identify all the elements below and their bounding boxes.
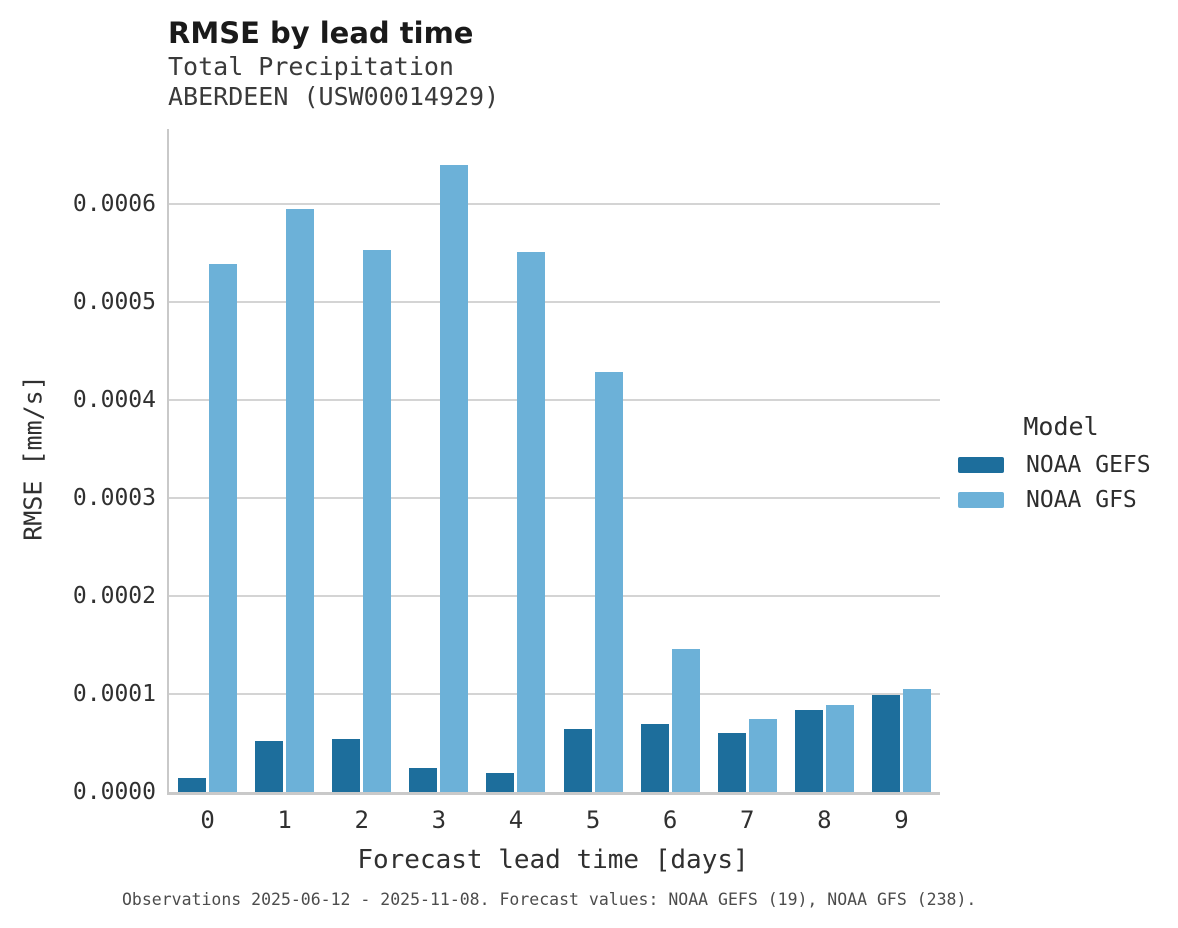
chart-title: RMSE by lead time [168, 16, 474, 50]
bar-noaa-gfs-lead-8 [825, 704, 854, 792]
legend-title: Model [1023, 412, 1099, 441]
bar-noaa-gefs-lead-7 [717, 733, 746, 792]
chart-subtitle-variable: Total Precipitation [168, 52, 454, 81]
y-tick-label: 0.0006 [72, 191, 156, 218]
legend-item-noaa-gfs: NOAA GFS [955, 487, 1167, 513]
x-tick-label-6: 6 [662, 806, 678, 834]
y-tick-label: 0.0003 [72, 485, 156, 512]
y-tick-label: 0.0001 [72, 681, 156, 708]
bar-noaa-gfs-lead-3 [440, 165, 469, 792]
legend-item-noaa-gefs: NOAA GEFS [955, 452, 1167, 478]
bar-noaa-gefs-lead-8 [794, 709, 823, 792]
y-tick-label: 0.0004 [72, 387, 156, 414]
y-tick-label: 0.0002 [72, 583, 156, 610]
bar-noaa-gfs-lead-6 [671, 649, 700, 792]
bar-noaa-gfs-lead-7 [748, 718, 777, 792]
bar-noaa-gefs-lead-4 [486, 773, 515, 792]
legend-label-noaa-gfs: NOAA GFS [1026, 486, 1137, 513]
x-axis-title: Forecast lead time [days] [357, 845, 749, 875]
bar-noaa-gfs-lead-9 [902, 689, 931, 792]
bar-noaa-gefs-lead-5 [563, 729, 592, 792]
legend-swatch-noaa-gfs [958, 491, 1004, 508]
bar-noaa-gefs-lead-2 [332, 739, 361, 792]
bar-noaa-gfs-lead-2 [363, 250, 392, 792]
gridline-0.0001 [169, 693, 940, 696]
x-axis-tick-labels: 0 1 2 3 4 5 6 7 8 9 [169, 806, 940, 836]
bar-noaa-gfs-lead-1 [286, 209, 315, 792]
x-tick-label-9: 9 [894, 806, 909, 834]
y-tick-label: 0.0000 [72, 779, 156, 805]
legend-label-noaa-gefs: NOAA GEFS [1026, 451, 1151, 478]
gridline-0.0004 [169, 399, 940, 402]
bar-noaa-gfs-lead-0 [209, 264, 238, 792]
legend-swatch-noaa-gefs [958, 456, 1004, 473]
bar-noaa-gfs-lead-4 [517, 252, 546, 792]
bar-noaa-gefs-lead-1 [255, 741, 284, 792]
footnote-caption: Observations 2025-06-12 - 2025-11-08. Fo… [122, 890, 977, 909]
plot-area [167, 129, 940, 795]
x-tick-label-8: 8 [817, 806, 832, 834]
y-axis-tick-labels: 0.0000 0.0001 0.0002 0.0003 0.0004 0.0005 0.00… [0, 129, 156, 805]
gridline-0.0002 [169, 595, 940, 598]
gridline-0.0003 [169, 497, 940, 500]
x-tick-label-1: 1 [277, 806, 292, 834]
gridline-0.0006 [169, 203, 940, 206]
x-tick-label-2: 2 [354, 806, 369, 834]
gridline-0.0005 [169, 301, 940, 304]
chart-subtitle-station: ABERDEEN (USW00014929) [168, 82, 500, 111]
gridlines-layer [169, 129, 940, 792]
bar-noaa-gfs-lead-5 [594, 371, 623, 792]
bar-noaa-gefs-lead-3 [409, 768, 438, 792]
y-tick-label: 0.0005 [72, 289, 156, 316]
bar-noaa-gefs-lead-0 [178, 778, 207, 792]
x-tick-label-5: 5 [585, 806, 601, 834]
x-tick-label-0: 0 [200, 806, 215, 834]
x-tick-label-4: 4 [508, 806, 524, 834]
bars-layer [169, 129, 940, 792]
x-tick-label-3: 3 [431, 806, 447, 834]
legend: Model NOAA GEFS NOAA GFS [955, 412, 1167, 525]
x-tick-label-7: 7 [740, 806, 755, 834]
bar-noaa-gefs-lead-9 [871, 695, 900, 792]
bar-noaa-gefs-lead-6 [640, 724, 669, 792]
